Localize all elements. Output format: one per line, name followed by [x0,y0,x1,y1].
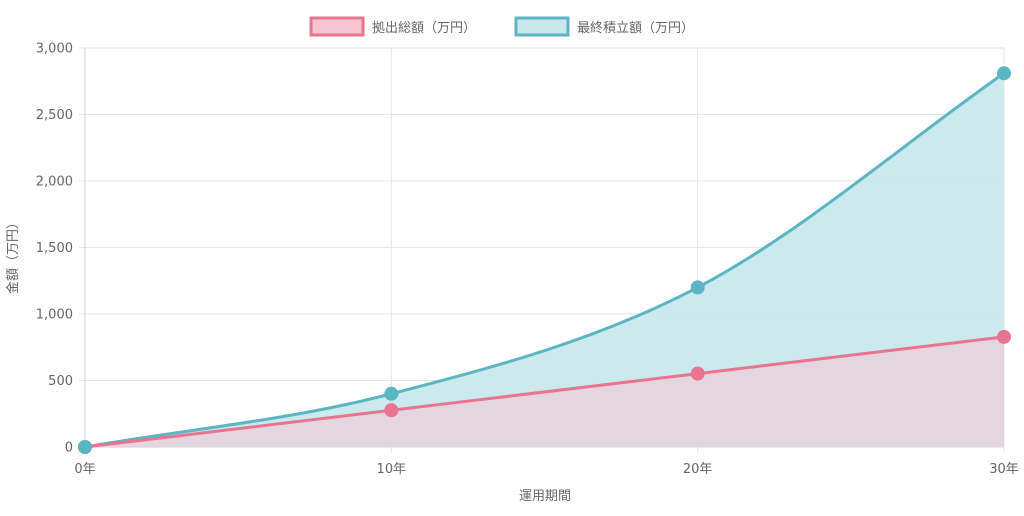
y-tick-label: 2,000 [36,175,73,190]
series-lines [84,72,1005,449]
legend-swatch[interactable] [514,16,570,37]
x-tick-label: 10年 [377,462,407,477]
series-line-0 [84,335,1005,449]
data-point[interactable] [997,66,1011,81]
tick-labels: 0 500 1,000 1,500 2,000 2,500 3,000 0年 10年 20年 30年 [36,42,1019,478]
data-point[interactable] [690,366,705,381]
data-point[interactable] [384,386,399,401]
y-tick-label: 3,000 [36,42,73,57]
x-axis-label: 運用期間 [519,489,571,504]
data-point[interactable] [384,403,399,418]
y-axis-label: 金額（万円） [5,216,21,294]
x-tick-label: 20年 [683,462,713,477]
legend: 拠出総額（万円） 最終積立額（万円） [309,16,694,37]
data-point[interactable] [997,329,1011,344]
x-tick-label: 30年 [989,462,1019,477]
y-tick-label: 1,500 [36,241,73,256]
series-area-1 [85,73,1004,448]
legend-label[interactable]: 拠出総額（万円） [372,21,476,36]
series-points [78,66,1011,454]
legend-swatch[interactable] [309,16,365,37]
y-tick-label: 500 [48,374,73,389]
y-tick-label: 0 [65,441,73,456]
data-point[interactable] [78,440,92,454]
y-tick-label: 1,000 [36,308,73,323]
legend-label[interactable]: 最終積立額（万円） [577,20,694,36]
data-point[interactable] [690,280,705,295]
series-line-1 [84,72,1005,449]
x-tick-label: 0年 [74,462,95,477]
y-tick-label: 2,500 [36,108,73,123]
